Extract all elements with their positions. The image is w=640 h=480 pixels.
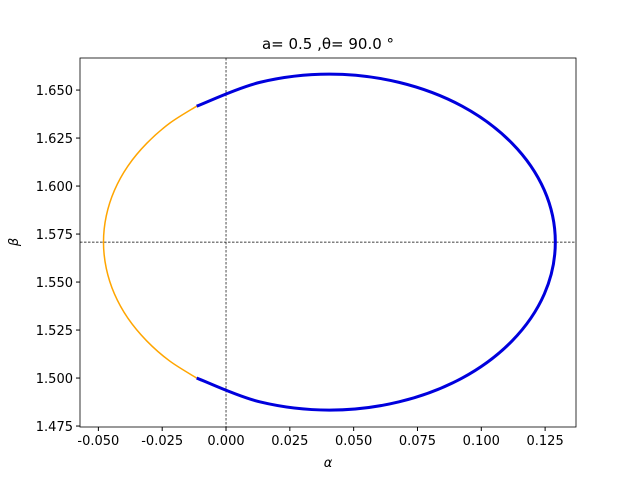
series-line (196, 72, 557, 412)
x-tick-label: 0.000 (207, 434, 244, 449)
y-axis-label: β (7, 238, 22, 247)
y-tick-label: 1.650 (36, 84, 73, 99)
y-tick-label: 1.500 (36, 372, 73, 387)
x-tick-label: 0.025 (271, 434, 308, 449)
series-line (102, 105, 198, 379)
x-tick-label: -0.025 (141, 434, 183, 449)
x-tick-label: 0.075 (399, 434, 436, 449)
chart-title: a= 0.5 ,θ= 90.0 ° (262, 35, 394, 53)
x-tick-label: 0.100 (463, 434, 500, 449)
y-tick-label: 1.625 (36, 132, 73, 147)
x-tick-label: -0.050 (77, 434, 119, 449)
y-tick-label: 1.575 (36, 228, 73, 243)
x-tick-label: 0.125 (527, 434, 564, 449)
y-tick-label: 1.550 (36, 276, 73, 291)
y-tick-label: 1.525 (36, 324, 73, 339)
x-tick-label: 0.050 (335, 434, 372, 449)
plot-frame (79, 57, 577, 428)
y-tick-label: 1.475 (36, 420, 73, 435)
x-axis-label: α (324, 456, 333, 471)
y-tick-label: 1.600 (36, 180, 73, 195)
